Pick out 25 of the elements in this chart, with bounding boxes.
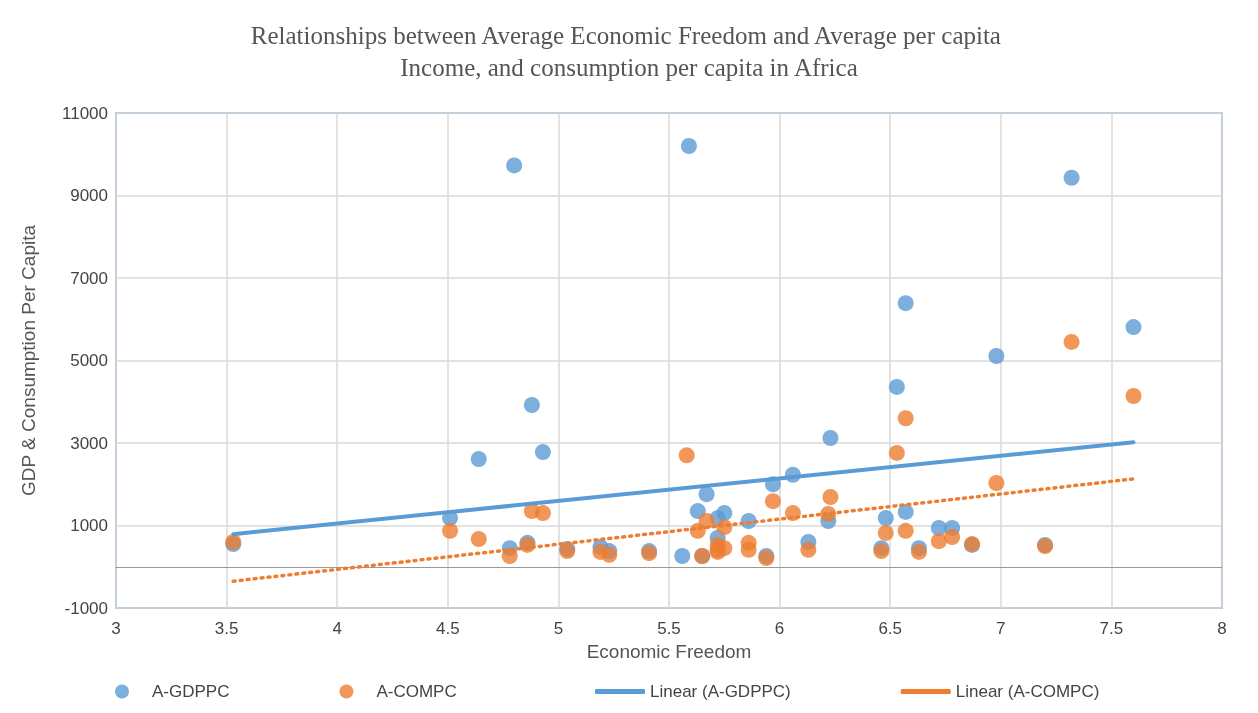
x-tick-label: 3.5 [214,619,239,638]
x-tick-label: 4.5 [435,619,460,638]
y-tick-label: 3000 [70,433,108,453]
legend-label: A-COMPC [376,682,457,701]
y-tick-label: 1000 [70,516,108,535]
x-tick-label: 7 [996,619,1006,638]
x-tick-label: 3 [111,619,121,638]
x-tick-label: 6.5 [878,619,903,638]
y-tick-label: 11000 [61,103,108,123]
x-tick-label: 4 [332,619,342,638]
x-tick-label: 5.5 [657,619,681,638]
y-tick-label: 5000 [70,351,108,370]
x-tick-label: 6 [774,619,785,638]
x-tick-label: 5 [553,619,564,638]
legend-label: Linear (A-COMPC) [955,682,1100,701]
x-tick-label: 8 [1217,619,1227,638]
y-tick-label: 9000 [70,186,108,205]
chart-title: Relationships between Average Economic Freedom and Average per capita Income, and consumption per capita in Africa [250,21,1008,81]
x-tick-label: 7.5 [1099,619,1124,638]
y-tick-label: -1000 [64,598,108,618]
y-tick-label: 7000 [70,268,108,288]
x-axis-title: Economic Freedom [586,640,752,662]
y-axis-title: GDP & Consumption Per Capita [18,224,39,497]
legend-label: Linear (A-GDPPC) [650,682,791,701]
legend-label: A-GDPPC [152,682,230,701]
